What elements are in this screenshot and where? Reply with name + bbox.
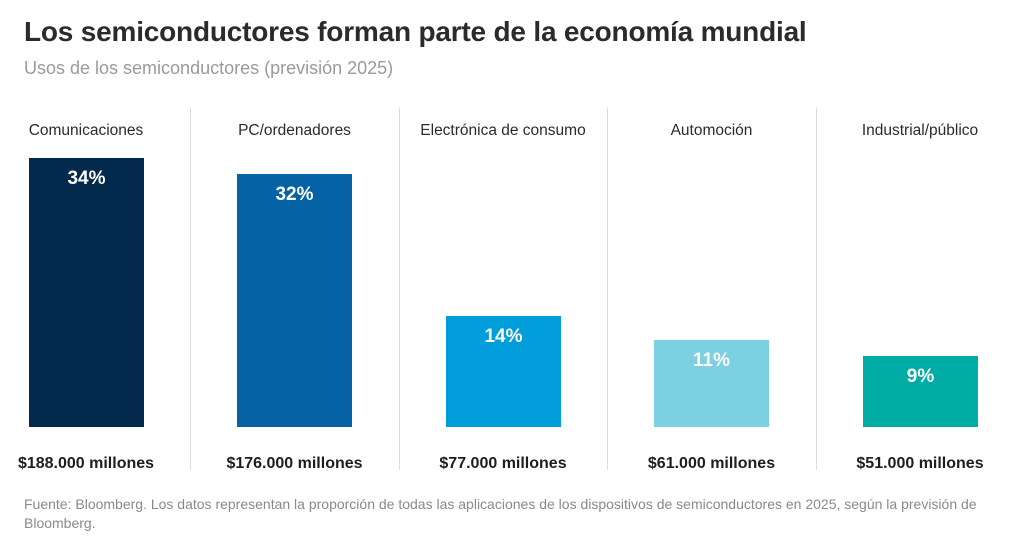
- category-label: Electrónica de consumo: [420, 122, 586, 139]
- bar-value-label: 32%: [275, 184, 314, 205]
- footnote: Fuente: Bloomberg. Los datos representan…: [24, 496, 977, 531]
- bar: [863, 356, 978, 427]
- bar-value-label: 11%: [693, 350, 730, 371]
- category-label: PC/ordenadores: [238, 122, 351, 139]
- amount-label: $61.000 millones: [647, 455, 776, 472]
- bar: [237, 174, 352, 427]
- bar-value-label: 34%: [67, 168, 106, 189]
- category-label: Industrial/público: [861, 122, 979, 139]
- bar-value-label: 14%: [484, 326, 523, 347]
- column-divider: [399, 108, 400, 470]
- chart-subtitle: Usos de los semiconductores (previsión 2…: [24, 58, 394, 78]
- amount-label: $188.000 millones: [17, 455, 155, 472]
- amount-label: $77.000 millones: [439, 455, 567, 472]
- column-divider: [190, 108, 191, 470]
- bar-value-label: 9%: [906, 366, 935, 387]
- bar: [446, 316, 561, 427]
- chart-title: Los semiconductores forman parte de la e…: [24, 16, 807, 47]
- amount-label: $51.000 millones: [856, 455, 984, 472]
- column-divider: [816, 108, 817, 470]
- bar: [29, 158, 144, 427]
- column-divider: [607, 108, 608, 470]
- category-label: Automoción: [670, 122, 753, 139]
- bar: [654, 340, 769, 427]
- category-label: Comunicaciones: [28, 122, 144, 139]
- amount-label: $176.000 millones: [226, 455, 363, 472]
